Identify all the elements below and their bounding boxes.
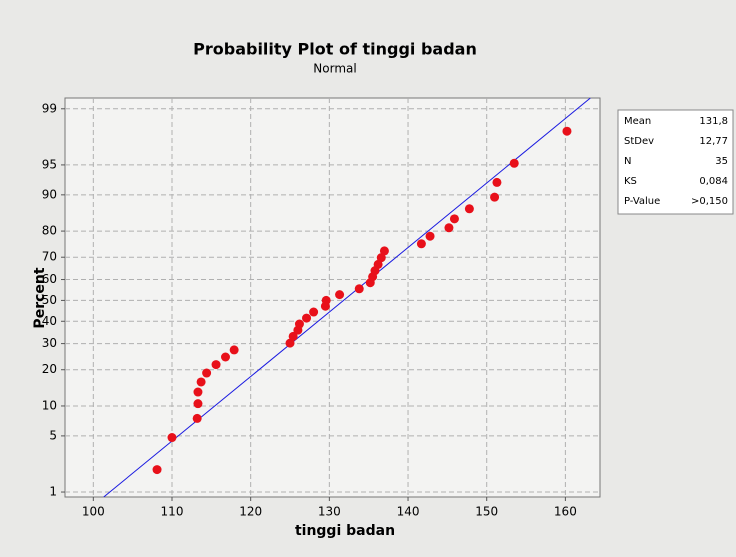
- y-tick-label: 60: [42, 272, 57, 286]
- y-tick-label: 99: [42, 101, 57, 115]
- plot-area: [65, 98, 600, 497]
- stat-value: 12,77: [699, 136, 728, 147]
- y-tick-label: 95: [42, 157, 57, 171]
- x-tick-label: 100: [82, 505, 105, 519]
- x-tick-label: 160: [554, 505, 577, 519]
- data-point: [380, 246, 389, 255]
- y-tick-label: 10: [42, 398, 57, 412]
- x-tick-label: 140: [397, 505, 420, 519]
- data-point: [450, 214, 459, 223]
- data-point: [490, 193, 499, 202]
- data-point: [309, 308, 318, 317]
- data-point: [562, 127, 571, 136]
- data-point: [322, 296, 331, 305]
- stat-name: KS: [624, 176, 637, 187]
- stat-value: 0,084: [699, 176, 728, 187]
- x-tick-label: 130: [318, 505, 341, 519]
- data-point: [426, 232, 435, 241]
- y-tick-label: 1: [49, 485, 57, 499]
- y-tick-label: 40: [42, 314, 57, 328]
- stat-name: N: [624, 156, 631, 167]
- chart-subtitle: Normal: [313, 62, 356, 76]
- data-point: [510, 159, 519, 168]
- data-point: [212, 360, 221, 369]
- data-point: [355, 284, 364, 293]
- data-point: [295, 320, 304, 329]
- stat-name: P-Value: [624, 196, 660, 207]
- stat-value: 131,8: [699, 116, 728, 127]
- data-point: [193, 414, 202, 423]
- y-tick-label: 30: [42, 336, 57, 350]
- data-point: [193, 388, 202, 397]
- y-tick-label: 20: [42, 362, 57, 376]
- y-tick-label: 50: [42, 293, 57, 307]
- stat-name: Mean: [624, 116, 651, 127]
- chart-title: Probability Plot of tinggi badan: [193, 40, 477, 59]
- data-point: [168, 433, 177, 442]
- x-axis-label: tinggi badan: [295, 523, 395, 539]
- data-point: [221, 353, 230, 362]
- x-tick-label: 110: [161, 505, 184, 519]
- data-point: [302, 314, 311, 323]
- data-point: [465, 204, 474, 213]
- data-point: [193, 399, 202, 408]
- stat-value: 35: [715, 156, 728, 167]
- data-point: [230, 345, 239, 354]
- data-point: [335, 290, 344, 299]
- y-tick-label: 90: [42, 187, 57, 201]
- y-tick-label: 70: [42, 250, 57, 264]
- x-tick-label: 120: [239, 505, 262, 519]
- x-tick-label: 150: [475, 505, 498, 519]
- y-tick-label: 80: [42, 224, 57, 238]
- data-point: [153, 465, 162, 474]
- stat-value: >0,150: [691, 196, 728, 207]
- data-point: [202, 369, 211, 378]
- data-point: [444, 223, 453, 232]
- data-point: [492, 178, 501, 187]
- chart: Probability Plot of tinggi badan Normal …: [0, 0, 736, 557]
- stat-name: StDev: [624, 136, 654, 147]
- y-tick-label: 5: [49, 428, 57, 442]
- data-point: [197, 377, 206, 386]
- data-point: [417, 239, 426, 248]
